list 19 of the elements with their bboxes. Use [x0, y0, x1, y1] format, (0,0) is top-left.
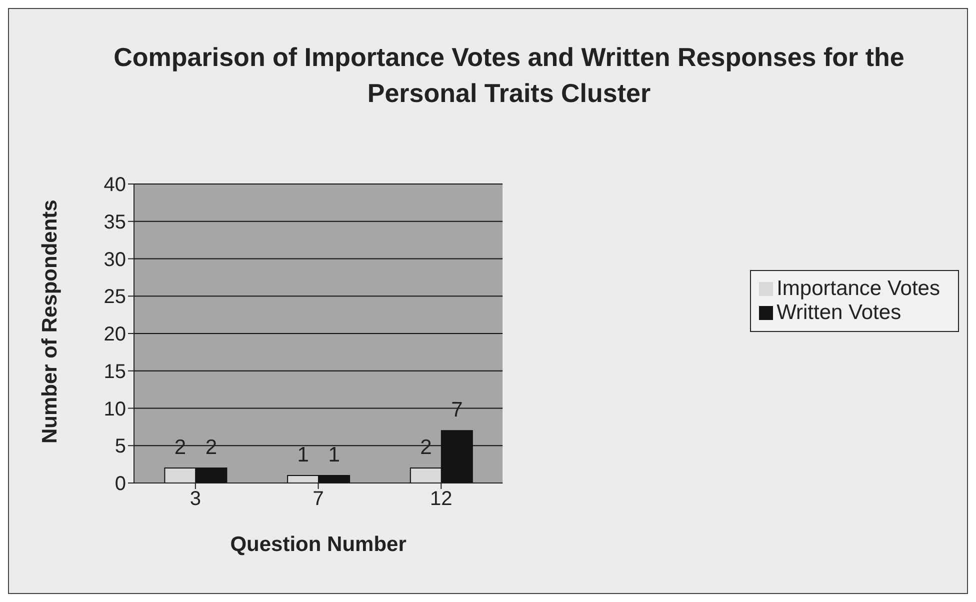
y-tick-label: 5	[114, 436, 126, 458]
y-tick-label: 15	[104, 360, 126, 383]
chart-title: Comparison of Importance Votes and Written Responses for the Personal Traits Cluster	[112, 41, 906, 110]
data-label: 1	[328, 444, 340, 467]
x-tick-label: 3	[190, 488, 201, 510]
x-tick-label: 12	[430, 488, 452, 510]
legend-label: Importance Votes	[776, 277, 940, 300]
y-tick-label: 20	[104, 324, 126, 346]
y-tick-label: 25	[104, 286, 126, 308]
y-tick-label: 10	[104, 398, 126, 420]
x-axis-title: Question Number	[230, 533, 406, 556]
y-tick-label: 30	[104, 248, 126, 271]
legend-label: Written Votes	[776, 301, 902, 324]
y-axis-title: Number of Respondents	[38, 200, 62, 444]
y-tick-label: 35	[104, 211, 126, 234]
x-tick-label: 7	[312, 488, 324, 510]
y-tick-label: 0	[114, 473, 126, 496]
data-label: 1	[297, 444, 309, 467]
y-tick-label: 40	[104, 174, 126, 196]
